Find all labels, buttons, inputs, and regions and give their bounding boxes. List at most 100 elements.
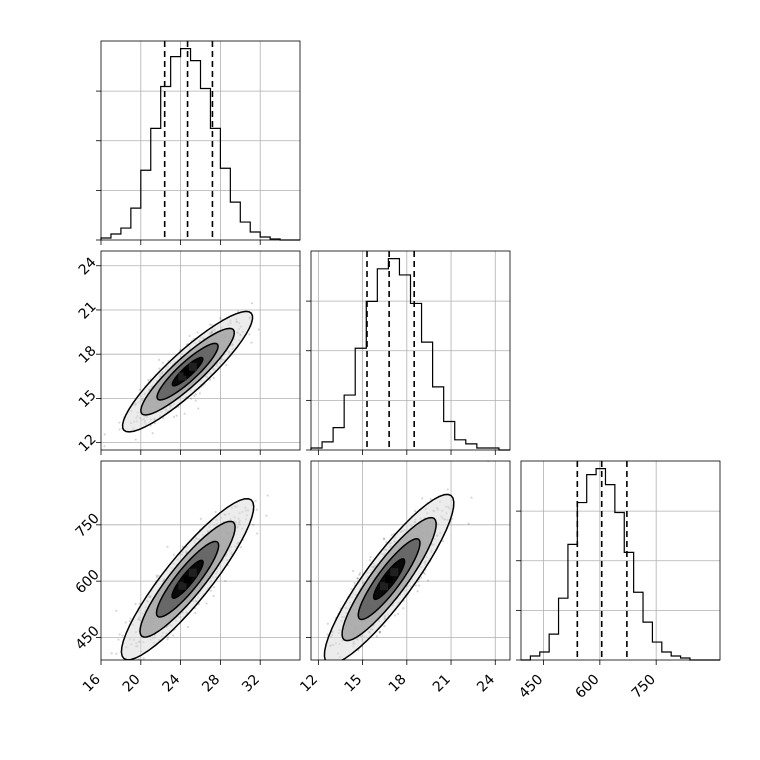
scatter-point — [236, 310, 240, 313]
scatter-point — [255, 508, 258, 511]
histogram-step — [521, 468, 720, 661]
scatter-point — [188, 334, 191, 338]
x-tick-label: 450 — [516, 672, 546, 702]
scatter-point — [414, 584, 417, 587]
x-tick-label: 24 — [474, 671, 498, 695]
density-panel-v0-v1: 12 15 18 21 24 — [76, 250, 301, 455]
scatter-point — [196, 331, 199, 334]
scatter-point — [155, 576, 159, 579]
scatter-point — [446, 488, 449, 491]
scatter-point — [379, 630, 382, 633]
axes-frame — [310, 460, 511, 661]
scatter-point — [256, 532, 259, 535]
scatter-point — [115, 652, 118, 655]
scatter-point — [356, 577, 360, 580]
scatter-point — [219, 317, 222, 320]
scatter-point — [390, 533, 393, 536]
density-peak-cell — [379, 582, 388, 591]
scatter-point — [155, 574, 158, 577]
scatter-point — [266, 494, 269, 497]
scatter-point — [158, 367, 161, 370]
scatter-point — [224, 579, 227, 583]
scatter-point — [337, 663, 339, 665]
scatter-point — [383, 625, 386, 628]
scatter-point — [194, 611, 197, 615]
x-tick-label: 18 — [386, 672, 410, 696]
scatter-point — [378, 631, 381, 634]
y-tick-label: 750 — [73, 510, 103, 540]
scatter-point — [134, 602, 137, 606]
scatter-point — [117, 638, 120, 641]
histogram-step — [100, 48, 300, 241]
density-peak-cell — [178, 581, 187, 590]
scatter-point — [252, 523, 255, 526]
x-tick-label: 15 — [342, 672, 366, 696]
scatter-point — [358, 572, 362, 575]
scatter-point — [421, 497, 424, 500]
scatter-point — [393, 614, 397, 617]
density-peak-cell — [178, 372, 187, 381]
scatter-point — [198, 392, 202, 395]
scatter-point — [118, 428, 121, 431]
scatter-point — [416, 590, 419, 593]
axes-frame — [100, 40, 301, 241]
scatter-point — [225, 363, 228, 367]
density-body — [323, 461, 490, 665]
density-peak-cell — [188, 568, 197, 577]
scatter-point — [129, 617, 132, 620]
scatter-point — [103, 445, 106, 448]
y-tick-label: 15 — [76, 387, 100, 411]
density-panel-v0-v2: 16 20 24 28 32 450 600 750 — [73, 460, 301, 696]
scatter-point — [166, 545, 169, 548]
scatter-point — [118, 633, 121, 636]
scatter-point — [254, 499, 257, 503]
scatter-point — [96, 657, 98, 659]
scatter-point — [190, 397, 193, 400]
scatter-point — [166, 638, 169, 641]
scatter-point — [194, 393, 198, 396]
scatter-point — [358, 573, 361, 576]
y-tick-label: 18 — [76, 343, 100, 367]
scatter-point — [121, 634, 124, 637]
histogram-panel-v0 — [96, 40, 301, 241]
axes-frame — [520, 460, 721, 661]
density-core — [178, 568, 197, 590]
scatter-point — [118, 421, 121, 424]
scatter-point — [147, 378, 150, 382]
scatter-point — [353, 581, 356, 585]
scatter-point — [250, 341, 253, 344]
scatter-point — [467, 522, 470, 525]
scatter-point — [162, 417, 165, 420]
scatter-point — [375, 635, 378, 638]
scatter-point — [199, 517, 203, 520]
histogram-panel-v1 — [306, 250, 511, 451]
scatter-point — [429, 498, 432, 501]
x-tick-label: 12 — [297, 672, 321, 696]
density-peak-cell — [183, 575, 192, 584]
scatter-point — [420, 576, 423, 579]
scatter-point — [149, 424, 152, 427]
y-tick-label: 24 — [76, 254, 100, 278]
scatter-point — [153, 422, 156, 425]
scatter-point — [186, 625, 190, 629]
scatter-point — [157, 574, 160, 577]
scatter-point — [414, 510, 417, 513]
scatter-point — [239, 546, 242, 549]
histogram-step — [310, 258, 510, 451]
scatter-point — [110, 652, 113, 655]
scatter-point — [194, 399, 197, 402]
scatter-point — [350, 587, 353, 591]
axes-frame — [310, 250, 511, 451]
y-tick-label: 12 — [76, 431, 100, 455]
scatter-point — [103, 433, 106, 436]
y-tick-label: 600 — [73, 567, 103, 597]
x-tick-label: 32 — [239, 672, 263, 696]
scatter-point — [128, 620, 131, 623]
scatter-point — [136, 663, 138, 665]
scatter-point — [451, 517, 454, 520]
scatter-point — [248, 333, 251, 336]
scatter-point — [423, 572, 427, 576]
scatter-point — [208, 323, 212, 326]
scatter-point — [212, 586, 216, 589]
